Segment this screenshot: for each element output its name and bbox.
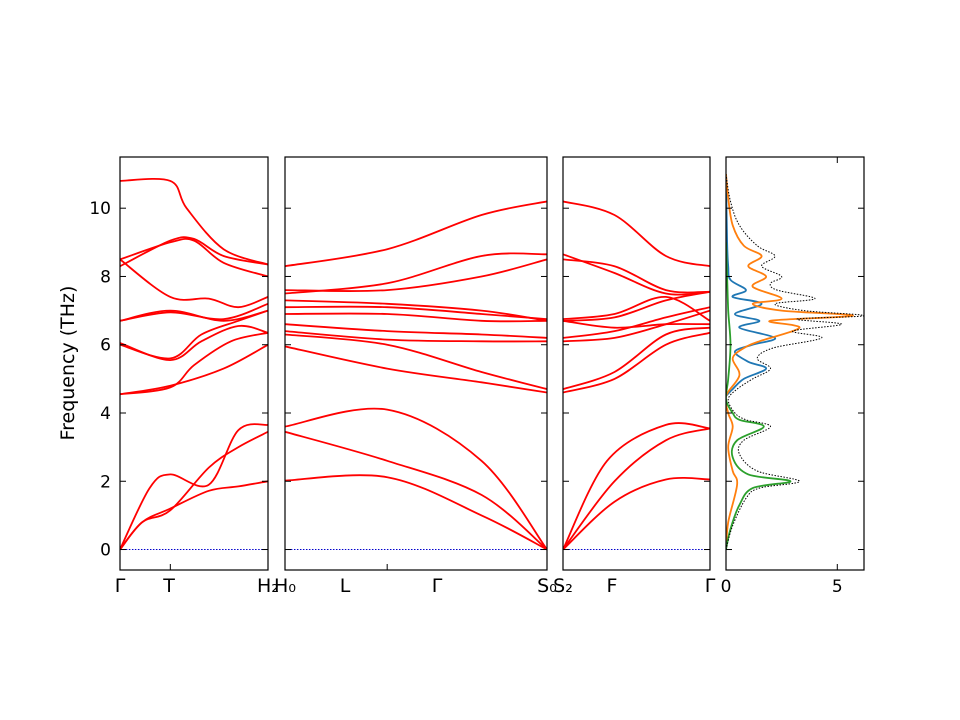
partial-dos-line xyxy=(726,242,792,550)
x-tick-label: L xyxy=(340,575,351,597)
dos-lines xyxy=(726,174,864,550)
partial-dos-line xyxy=(726,174,854,550)
band-lines xyxy=(120,177,268,551)
phonon-band xyxy=(563,319,710,329)
y-tick-label: 0 xyxy=(100,541,111,561)
x-tick-label: S₀ xyxy=(537,575,557,597)
phonon-band xyxy=(563,306,710,339)
phonon-band xyxy=(285,312,547,323)
phonon-band xyxy=(563,295,710,322)
y-tick-label: 10 xyxy=(89,199,111,219)
phonon-band xyxy=(120,343,268,396)
x-tick-label: Γ xyxy=(705,575,716,597)
band-panel-2 xyxy=(284,156,548,571)
y-tick-label: 6 xyxy=(100,336,111,356)
phonon-band xyxy=(120,423,268,550)
phonon-band xyxy=(285,200,547,268)
phonon-band xyxy=(285,299,547,322)
band-panel-3 xyxy=(562,156,711,571)
x-tick-label: Γ xyxy=(115,575,126,597)
phonon-band xyxy=(120,331,268,396)
total-dos-line xyxy=(726,174,864,550)
x-tick-label: H₀ xyxy=(274,575,296,597)
panel-frame xyxy=(725,156,865,571)
phonon-band xyxy=(563,427,710,551)
phonon-band xyxy=(285,323,547,339)
phonon-band xyxy=(563,422,710,550)
phonon-band xyxy=(120,430,268,551)
x-tick-label: S₂ xyxy=(553,575,573,597)
band-lines xyxy=(285,200,547,551)
panel-frame xyxy=(284,156,548,571)
phonon-band xyxy=(563,253,710,296)
y-tick-label: 4 xyxy=(100,404,111,424)
panel-frame xyxy=(562,156,711,571)
x-tick-label: H₂ xyxy=(257,575,279,597)
phonon-band xyxy=(285,474,547,551)
phonon-band xyxy=(120,236,268,268)
y-tick-label: 8 xyxy=(100,267,111,287)
x-tick-label: 5 xyxy=(832,577,843,597)
x-tick-label: F xyxy=(607,575,618,597)
phonon-band xyxy=(563,258,710,294)
phonon-band xyxy=(563,331,710,394)
phonon-band xyxy=(285,345,547,394)
y-tick-label: 2 xyxy=(100,472,111,492)
phonon-band xyxy=(285,407,547,551)
dos-panel xyxy=(725,156,865,571)
phonon-band xyxy=(285,430,547,551)
phonon-band xyxy=(120,302,268,322)
phonon-band xyxy=(563,309,710,343)
partial-dos-line xyxy=(726,174,776,397)
phonon-band xyxy=(563,477,710,551)
phonon-band xyxy=(120,177,268,266)
band-panel-1 xyxy=(119,156,269,571)
x-tick-label: Γ xyxy=(432,575,443,597)
band-lines xyxy=(563,200,710,551)
phonon-band xyxy=(563,290,710,322)
panel-frame xyxy=(119,156,269,571)
x-tick-label: T xyxy=(162,575,175,597)
phonon-band xyxy=(120,258,268,309)
y-axis-label: Frequency (THz) xyxy=(57,286,79,441)
phonon-band xyxy=(285,305,547,320)
phonon-band xyxy=(285,252,547,295)
phonon-band xyxy=(563,200,710,268)
phonon-band xyxy=(285,333,547,390)
phonon-band xyxy=(285,330,547,343)
phonon-band xyxy=(563,326,710,390)
x-tick-label: 0 xyxy=(721,577,732,597)
